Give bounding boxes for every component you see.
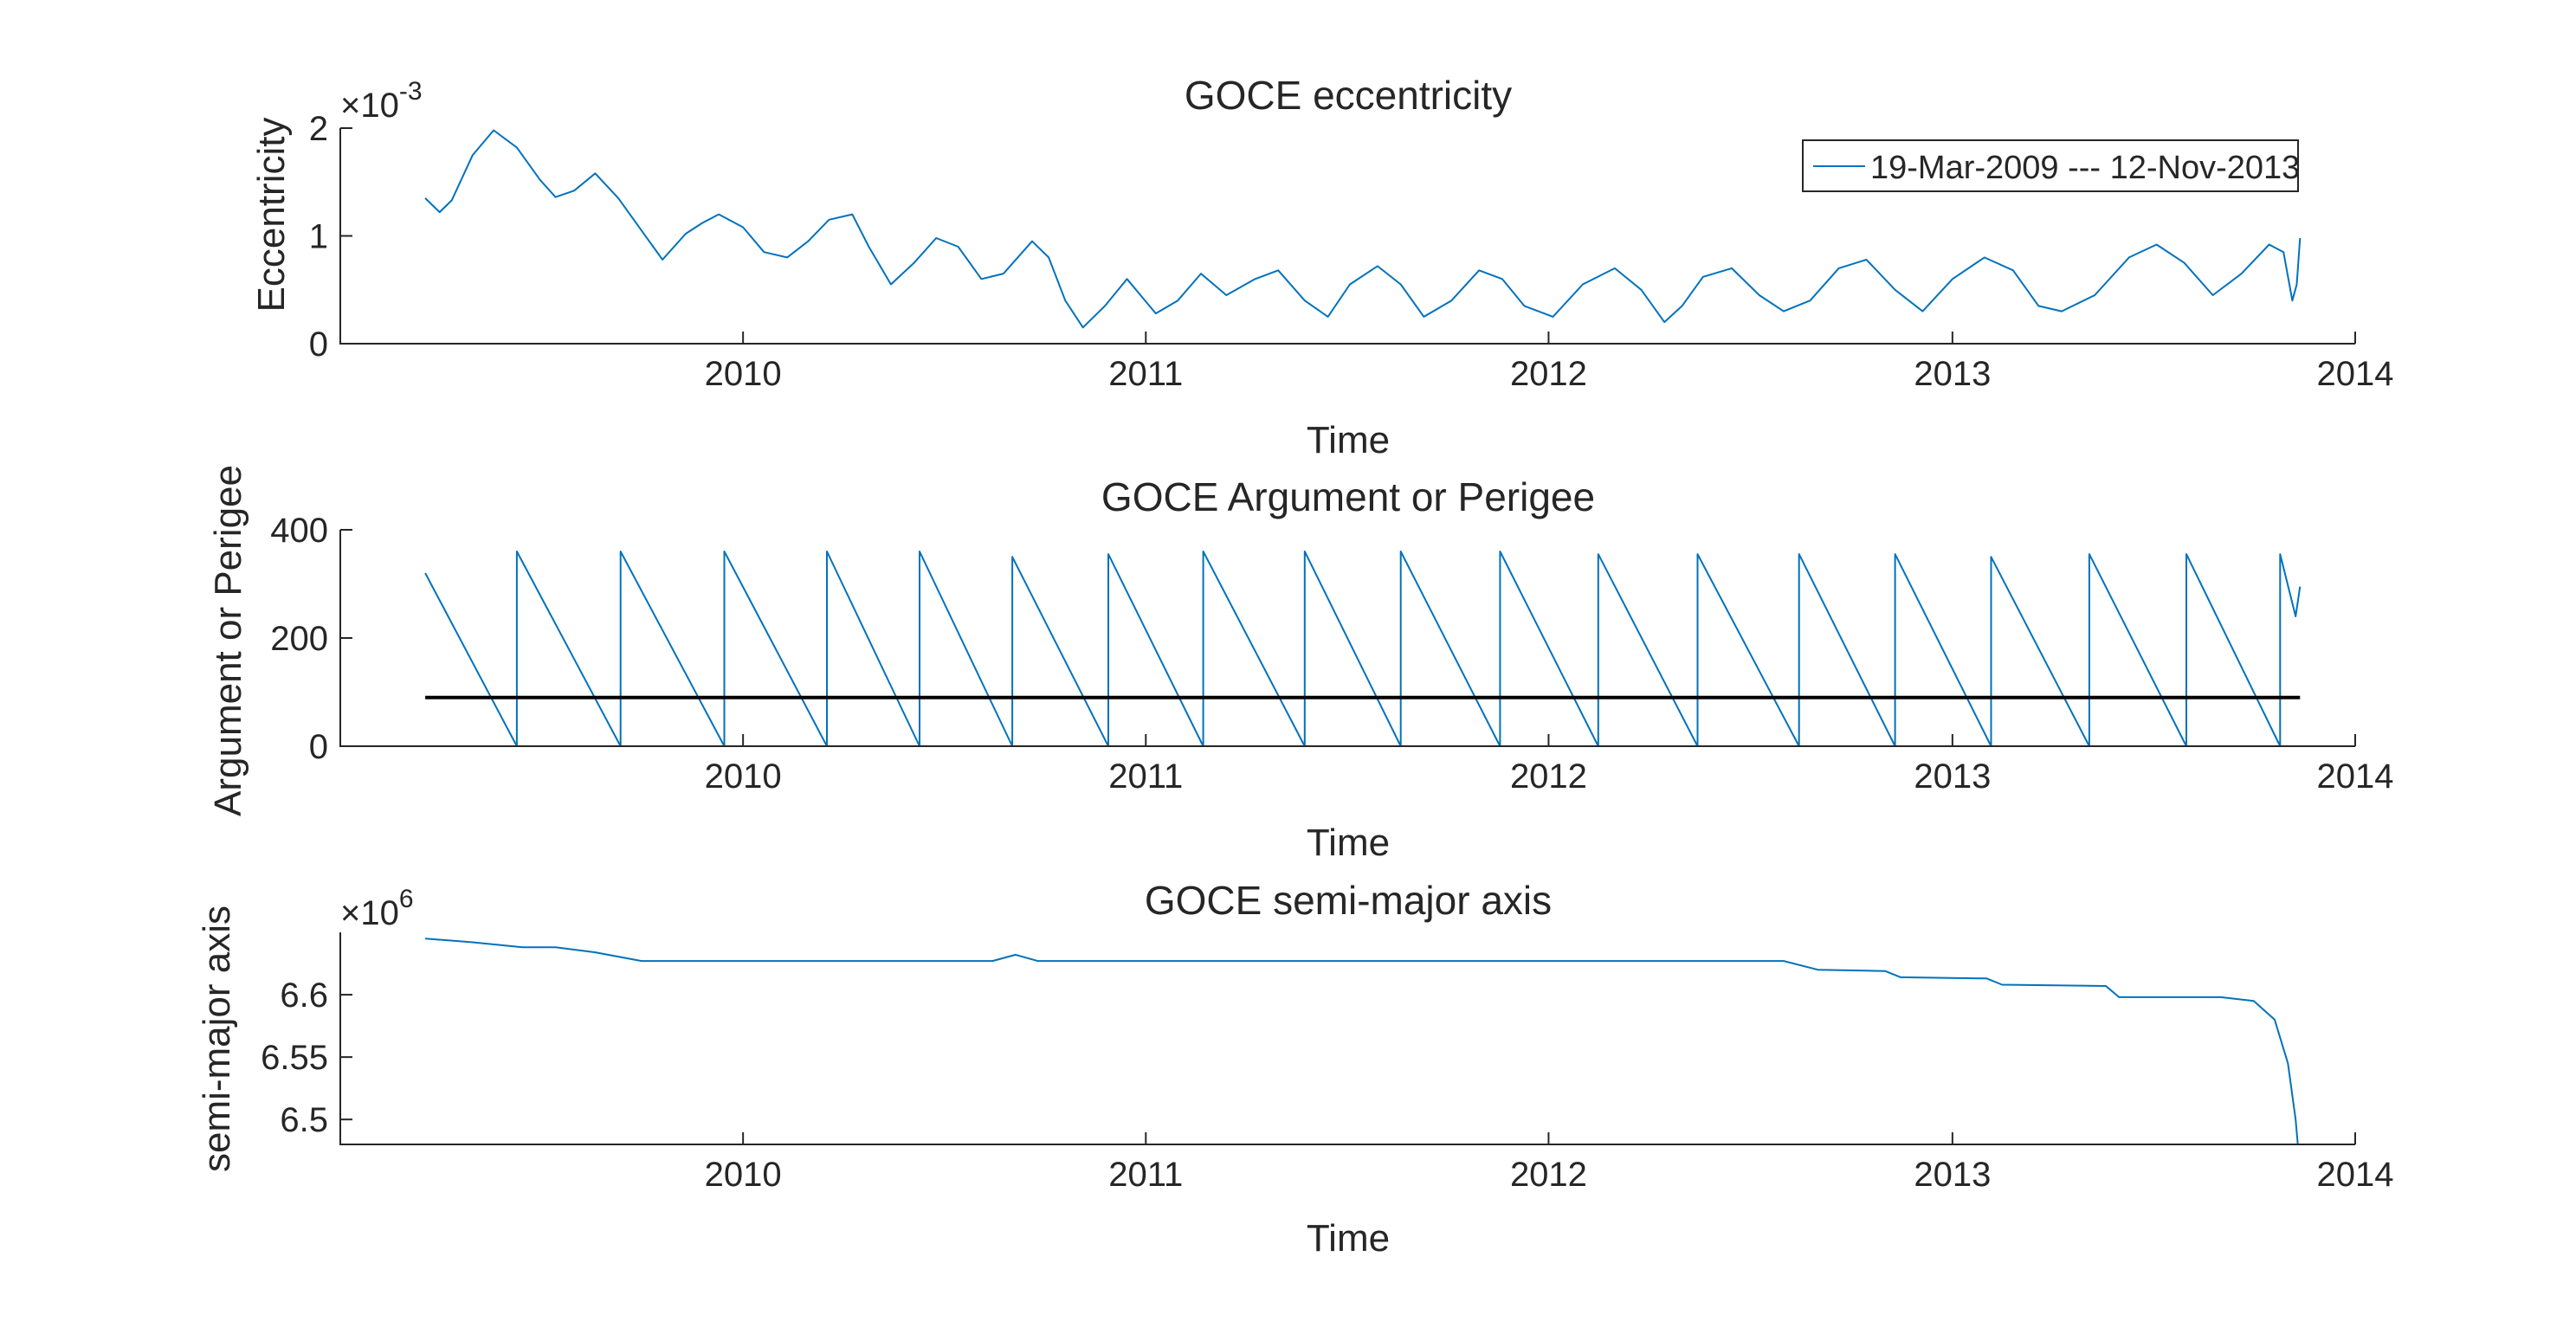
legend-entry: 19-Mar-2009 --- 12-Nov-2013 — [1870, 150, 2300, 186]
series-line-0 — [425, 938, 2299, 1145]
series-layer — [424, 551, 2302, 747]
y-tick-label: 2 — [309, 110, 328, 148]
x-tick-label: 2014 — [2317, 757, 2394, 796]
legend: 19-Mar-2009 --- 12-Nov-2013 — [1802, 139, 2300, 192]
x-tick-label: 2010 — [705, 757, 782, 796]
y-tick-label: 400 — [270, 512, 328, 550]
x-tick-label: 2011 — [1108, 355, 1183, 393]
chart-title: GOCE eccentricity — [1185, 73, 1512, 118]
x-tick-label: 2013 — [1914, 355, 1991, 393]
y-tick-label: 6.6 — [280, 976, 328, 1015]
y-tick-label: 6.55 — [261, 1039, 328, 1077]
x-axis: 2010 2011 2012 2013 2014 — [705, 734, 2394, 796]
x-axis: 2010 2011 2012 2013 2014 — [705, 1132, 2394, 1194]
y-tick-label: 1 — [309, 218, 328, 256]
argument-of-perigee-panel: GOCE Argument or Perigee 2010 2011 2012 201… — [207, 465, 2393, 864]
x-tick-label: 2013 — [1914, 757, 1991, 796]
y-axis: 6.5 6.55 6.6 — [261, 976, 352, 1139]
x-axis: 2010 2011 2012 2013 2014 — [705, 332, 2394, 393]
series-line-0 — [424, 129, 2302, 329]
y-axis-title: Eccentricity — [250, 118, 293, 313]
series-layer — [424, 129, 2302, 329]
series-line-0 — [424, 551, 2302, 747]
y-tick-label: 0 — [309, 728, 328, 766]
y-axis: 0 1 2 — [309, 110, 352, 364]
y-axis: 0 200 400 — [270, 512, 352, 766]
exponent-power: -3 — [399, 77, 423, 106]
x-tick-label: 2010 — [705, 355, 782, 393]
x-tick-label: 2010 — [705, 1156, 782, 1194]
y-exponent-label: ×10-3 — [340, 77, 423, 125]
plot-area: 2010 2011 2012 2013 2014 0 1 2 — [309, 110, 2394, 393]
y-tick-label: 6.5 — [280, 1101, 328, 1139]
x-tick-label: 2012 — [1510, 1156, 1587, 1194]
x-tick-label: 2013 — [1914, 1156, 1991, 1194]
y-tick-label: 0 — [309, 325, 328, 364]
x-tick-label: 2014 — [2317, 355, 2394, 393]
legend-box — [1802, 139, 2299, 192]
chart-title: GOCE Argument or Perigee — [1101, 474, 1595, 519]
x-axis-title: Time — [1307, 822, 1390, 864]
exponent-base: ×10 — [340, 894, 399, 932]
series-layer — [425, 938, 2299, 1145]
eccentricity-panel: GOCE eccentricity 2010 2011 2012 2013 2014 0… — [250, 73, 2393, 461]
x-tick-label: 2012 — [1510, 757, 1587, 796]
plot-area: 2010 2011 2012 2013 2014 0 200 400 — [270, 512, 2393, 796]
x-axis-title: Time — [1307, 1217, 1390, 1260]
exponent-base: ×10 — [340, 87, 399, 125]
x-tick-label: 2011 — [1108, 1156, 1183, 1194]
semi-major-axis-panel: GOCE semi-major axis 2010 2011 2012 2013 201… — [196, 878, 2393, 1260]
chart-title: GOCE semi-major axis — [1145, 878, 1552, 923]
exponent-power: 6 — [399, 885, 414, 913]
x-tick-label: 2012 — [1510, 355, 1587, 393]
plot-area: 2010 2011 2012 2013 2014 6.5 6.55 6.6 — [261, 932, 2393, 1194]
y-axis-title: Argument or Perigee — [207, 465, 249, 816]
y-axis-title: semi-major axis — [196, 905, 238, 1172]
axes-box — [339, 932, 2355, 1145]
x-tick-label: 2011 — [1108, 757, 1183, 796]
y-exponent-label: ×106 — [340, 885, 414, 932]
x-axis-title: Time — [1307, 419, 1390, 461]
y-tick-label: 200 — [270, 620, 328, 658]
x-tick-label: 2014 — [2317, 1156, 2394, 1194]
